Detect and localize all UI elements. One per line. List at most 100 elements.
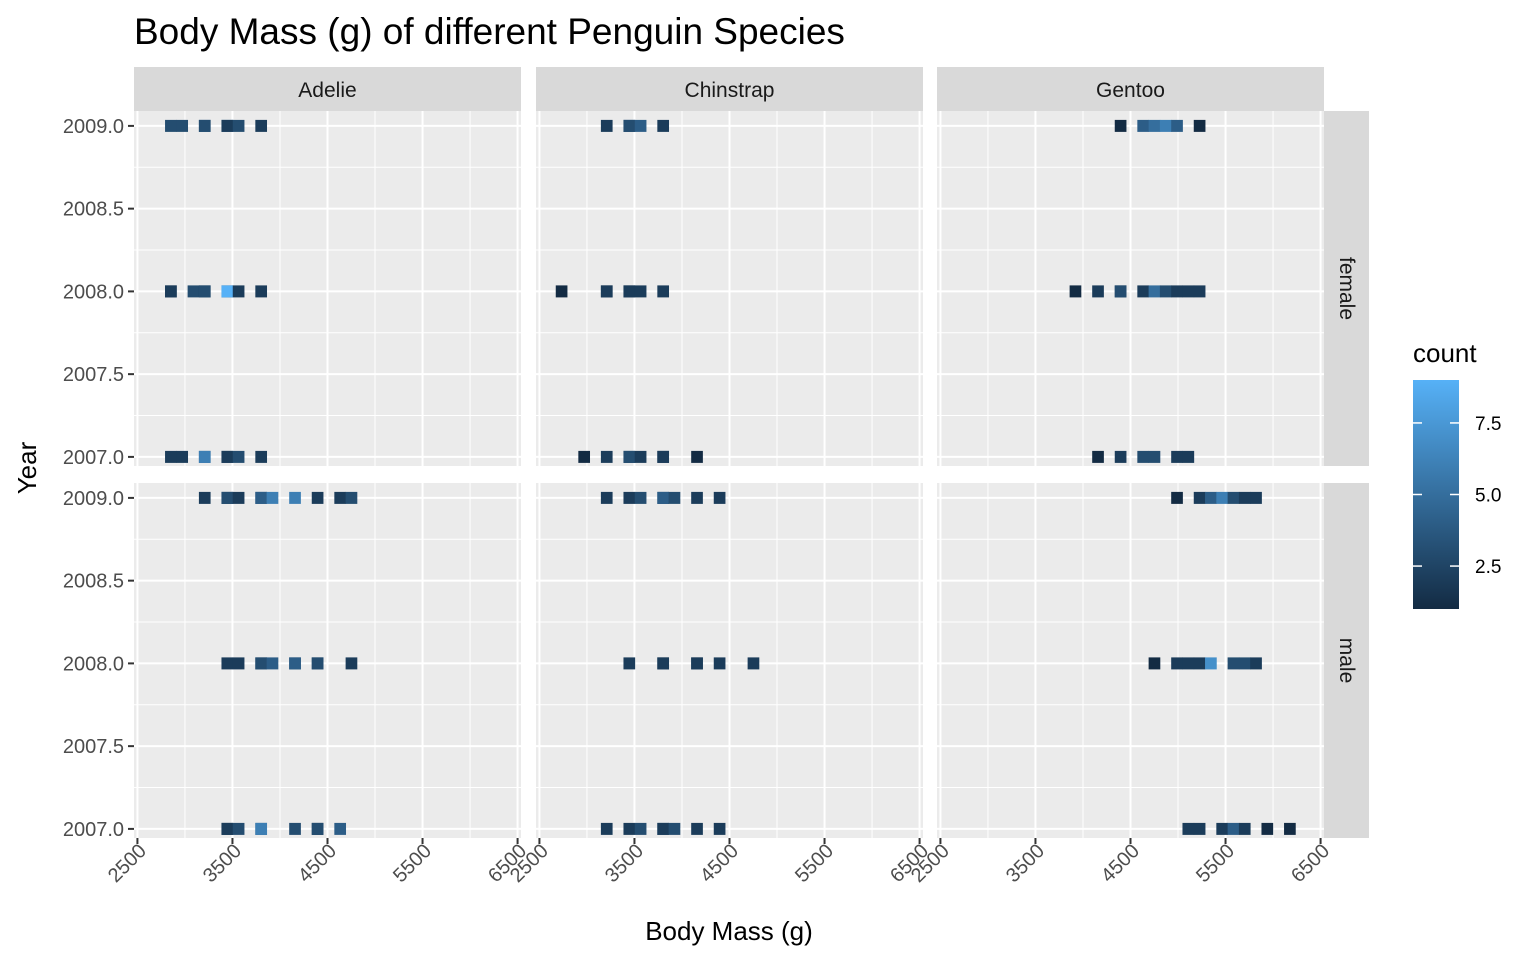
heat-cell [266,491,279,504]
heat-cell [1159,285,1172,298]
heat-cell [266,657,279,670]
heat-cell [600,450,613,463]
strip-gentoo [937,67,1324,111]
panels-layer: Adelie Chinstrap Gentoo female male [134,67,1369,838]
heat-cell [198,285,211,298]
heat-cell [289,657,301,670]
heat-cell [1216,491,1229,504]
y-tick-label: 2008.0 [63,281,124,303]
heat-cell [1261,822,1274,835]
heat-cell [198,450,211,463]
panel-gentoo-female [937,111,1324,466]
heat-cell [691,822,703,835]
heat-cell [1171,450,1183,463]
heat-cell [691,657,703,670]
panel-adelie-male [134,483,521,838]
heat-cell [657,450,670,463]
heat-cell [1193,657,1206,670]
heat-cell [600,822,613,835]
heat-cell [232,285,245,298]
heat-cell [668,822,681,835]
heat-cell [345,491,358,504]
heat-cell [713,491,726,504]
y-tick-label: 2007.0 [63,447,124,469]
heat-cell [623,491,636,504]
heat-cell [1092,450,1104,463]
heat-cell [1114,119,1127,132]
x-axis-title: Body Mass (g) [645,916,813,946]
heat-cell [1148,119,1161,132]
heat-cell [232,450,245,463]
x-tick-label: 4500 [696,840,743,887]
y-tick-label: 2007.5 [63,736,124,758]
heat-cell [289,822,301,835]
heat-cell [1114,450,1127,463]
heat-cell [221,491,234,504]
heat-cell [1114,285,1127,298]
heat-cell [600,491,613,504]
heat-cell [255,450,268,463]
heat-cell [634,491,647,504]
heat-cell [1148,450,1161,463]
heat-cell [334,822,347,835]
legend: count 2.5 5.0 7.5 [1413,338,1501,609]
heat-cell [255,285,268,298]
chart-title: Body Mass (g) of different Penguin Speci… [134,11,845,52]
strip-label-male: male [1335,638,1358,684]
heat-cell [1092,285,1104,298]
heat-cell [1148,657,1161,670]
heat-cell [1227,657,1240,670]
y-axis-title: Year [12,441,42,494]
heat-cell [634,822,647,835]
strip-label-chinstrap: Chinstrap [685,79,775,102]
heat-cell [198,491,211,504]
strip-label-adelie: Adelie [298,79,356,102]
heat-cell [1137,285,1150,298]
heat-cell [221,285,234,298]
heat-cell [221,450,234,463]
heat-cell [1193,822,1206,835]
heat-cell [623,450,636,463]
strip-label-gentoo: Gentoo [1096,79,1165,102]
heat-cell [1171,657,1183,670]
heat-cell [1159,119,1172,132]
heat-cell [1171,491,1183,504]
heat-cell [1227,822,1240,835]
heat-cell [1182,285,1195,298]
x-tick-label: 4500 [1097,840,1144,887]
heat-cell [311,822,324,835]
heat-cell [600,119,613,132]
heat-cell [657,285,670,298]
heat-cell [747,657,760,670]
y-tick-label: 2008.5 [63,571,124,593]
heat-cell [600,285,613,298]
heat-cell [1193,491,1206,504]
heat-cell [1193,119,1206,132]
heat-cell [623,285,636,298]
heat-cell [668,491,681,504]
heat-cell [657,119,670,132]
x-tick-label: 5500 [1192,840,1239,887]
heat-cell [691,491,703,504]
y-tick-label: 2007.0 [63,819,124,841]
heat-cell [1227,491,1240,504]
heat-cell [713,822,726,835]
heat-cell [255,119,268,132]
heat-cell [1182,822,1195,835]
heat-cell [657,491,670,504]
y-tick-label: 2008.5 [63,199,124,221]
heat-cell [232,119,245,132]
heat-cell [187,285,200,298]
x-tick-label: 6500 [1287,840,1334,887]
heat-cell [198,119,211,132]
heat-cell [232,491,245,504]
heat-cell [634,285,647,298]
heat-cell [691,450,703,463]
x-tick-label: 5500 [791,840,838,887]
y-tick-label: 2009.0 [63,116,124,138]
legend-title: count [1413,338,1477,368]
heat-cell [634,119,647,132]
heat-cell [657,822,670,835]
heat-cell [165,119,177,132]
